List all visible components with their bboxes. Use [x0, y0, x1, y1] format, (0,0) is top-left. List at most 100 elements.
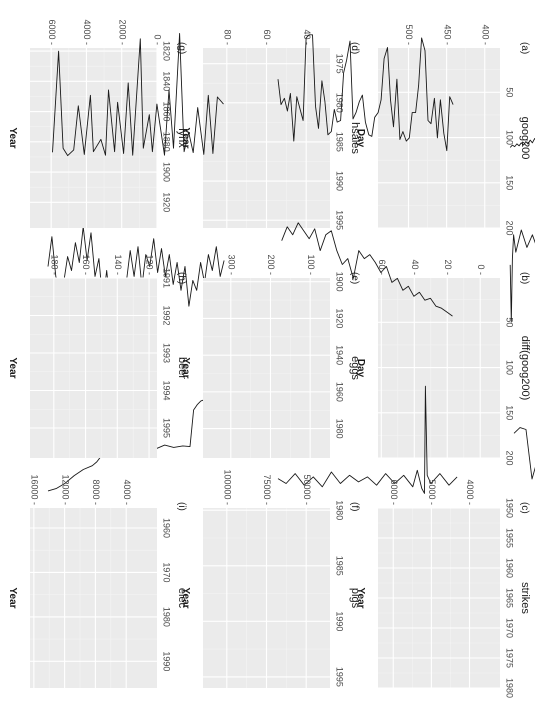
x-tick-label: 1975 [335, 54, 345, 74]
x-tick-label: 1995 [335, 667, 345, 687]
series-line [277, 385, 458, 494]
y-tick-label: 6000 - [47, 19, 57, 45]
y-tick-label: 200 - [266, 254, 276, 275]
y-tick-label: 50000 - [302, 474, 312, 505]
x-tick-label: 1940 [335, 345, 345, 365]
x-tick-label: 200 [505, 220, 515, 235]
panel-title: eggs [349, 356, 361, 380]
y-tick-label: 5000 - [427, 479, 437, 505]
x-tick-label: 1920 [335, 308, 345, 328]
x-axis-label: Year [180, 357, 191, 378]
y-tick-label: 20 - [443, 259, 453, 275]
x-tick-label: 1980 [505, 678, 515, 698]
x-tick-label: 50 [505, 317, 515, 327]
series-line [47, 226, 225, 319]
panel-tag: (a) [519, 42, 530, 54]
panel-title: pigs [349, 588, 361, 609]
x-axis-label: Year [180, 587, 191, 608]
x-tick-label: 1950 [505, 498, 515, 518]
panel-background [30, 278, 157, 458]
series-line [509, 229, 535, 323]
y-tick-label: 450 - [442, 24, 452, 45]
y-tick-label: 4000 - [465, 479, 475, 505]
panel-g: 1820 1840 1860 1880 1900 1920 0 - 2000 - 4000 - 6… [7, 19, 224, 228]
panel-tag: (e) [349, 272, 360, 284]
x-tick-label: 1995 [162, 418, 172, 438]
y-tick-label: 4000 - [122, 479, 132, 505]
panel-title: lynx [176, 128, 188, 148]
y-tick-label: 100 - [306, 254, 316, 275]
y-tick-label: 75000 - [262, 474, 272, 505]
y-tick-label: 300 - [226, 254, 236, 275]
series-line [281, 222, 453, 317]
x-tick-label: 1920 [162, 192, 172, 212]
x-tick-label: 1980 [335, 93, 345, 113]
x-tick-label: 1990 [335, 171, 345, 191]
panel-title: strikes [519, 582, 531, 614]
x-tick-label: 1900 [162, 162, 172, 182]
series-line [52, 33, 224, 157]
panel-tag: (d) [349, 42, 360, 54]
panel-title: goog200 [519, 117, 531, 160]
panel-tag: (i) [176, 502, 187, 511]
x-tick-label: 1985 [335, 132, 345, 152]
panel-f: 1980 1985 1990 1995 50000 - 75000 - 100000 - pi… [180, 229, 535, 688]
y-tick-label: 2000 - [117, 19, 127, 45]
x-tick-label: 1820 [162, 41, 172, 61]
x-tick-label: 1960 [335, 382, 345, 402]
panel-tag: (g) [176, 42, 187, 54]
x-tick-label: 150 [505, 175, 515, 190]
x-axis-label: Day [355, 129, 366, 148]
y-tick-label: 60 - [377, 259, 387, 275]
x-tick-label: 100 [505, 360, 515, 375]
panel-title: hsales [349, 122, 361, 154]
y-tick-label: 180 - [49, 254, 59, 275]
x-axis-label: Year [7, 357, 18, 378]
panel-tag: (c) [519, 502, 530, 514]
y-tick-label: 100000 - [222, 469, 232, 505]
x-axis-label: Day [355, 359, 366, 378]
panel-title: elec [176, 588, 188, 609]
x-tick-label: 150 [505, 405, 515, 420]
x-axis-label: Year [7, 127, 18, 148]
x-tick-label: 1970 [505, 618, 515, 638]
y-tick-label: 0 - [153, 34, 163, 45]
x-tick-label: 1992 [162, 305, 172, 325]
x-tick-label: 1991 [162, 268, 172, 288]
panel-tag: (f) [349, 502, 360, 511]
panel-b: 50 100 150 200 0 - 20 - 40 - 60 - diff(goog200) D… [277, 259, 531, 494]
x-tick-label: 1990 [162, 651, 172, 671]
series-line [277, 34, 454, 152]
x-tick-label: 50 [505, 87, 515, 97]
x-axis-label: Year [7, 587, 18, 608]
y-tick-label: 4000 - [82, 19, 92, 45]
x-tick-label: 1960 [505, 558, 515, 578]
y-tick-label: 140 - [113, 254, 123, 275]
x-tick-label: 1980 [335, 500, 345, 520]
y-tick-label: 80 - [222, 29, 232, 45]
x-tick-label: 100 [505, 130, 515, 145]
x-tick-label: 1840 [162, 71, 172, 91]
x-tick-label: 1975 [505, 648, 515, 668]
panel-title: diff(goog200) [519, 336, 531, 401]
x-tick-label: 1970 [162, 562, 172, 582]
x-tick-label: 1860 [162, 102, 172, 122]
panel-background [203, 278, 330, 458]
x-tick-label: 1990 [335, 611, 345, 631]
x-tick-label: 1880 [162, 132, 172, 152]
y-tick-label: 60 - [262, 29, 272, 45]
y-tick-label: 12000 - [60, 474, 70, 505]
panel-h: 1991 1992 1993 1994 1995 120 - 140 - 160 - 180 -… [7, 34, 454, 458]
x-axis-label: Year [355, 587, 366, 608]
panel-tag: (b) [519, 272, 530, 284]
x-tick-label: 1993 [162, 343, 172, 363]
y-tick-label: 16000 - [29, 474, 39, 505]
panel-background [30, 508, 157, 688]
x-tick-label: 1960 [162, 518, 172, 538]
y-tick-label: 0 - [476, 264, 486, 275]
x-tick-label: 1965 [505, 588, 515, 608]
x-axis-label: Year [180, 127, 191, 148]
